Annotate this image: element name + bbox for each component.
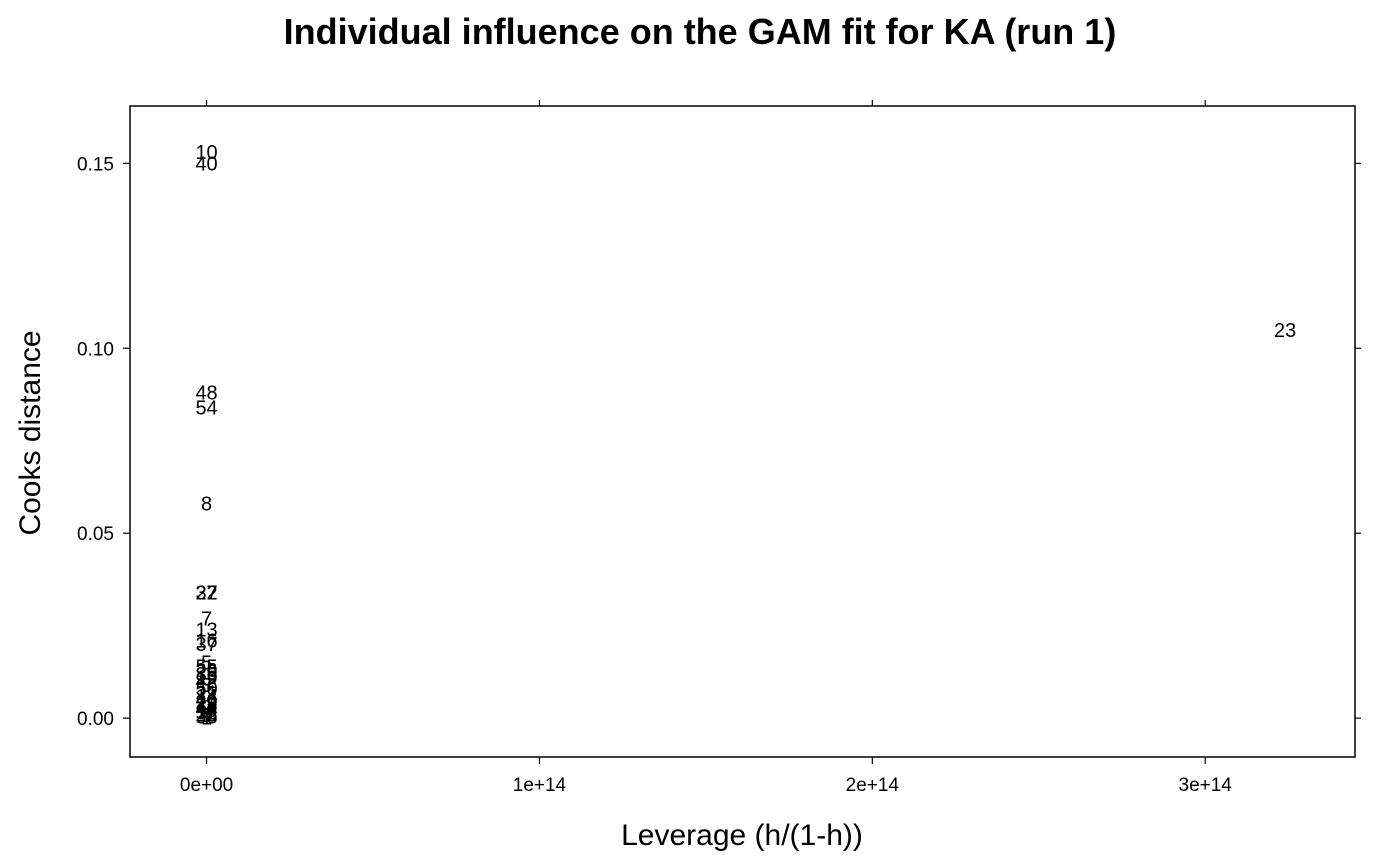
y-tick-label: 0.15 [77, 154, 114, 175]
y-tick-label: 0.00 [77, 709, 114, 730]
data-point-label: 2 [201, 697, 212, 719]
data-point-label: 27 [195, 582, 217, 604]
data-point-label: 5 [201, 653, 212, 675]
data-point-label: 13 [195, 619, 217, 641]
data-point-label: 14 [195, 686, 217, 708]
data-point-label: 11 [196, 693, 217, 715]
data-point-label: 26 [195, 660, 217, 682]
data-point-label: 8 [201, 494, 212, 516]
data-point-label: 32 [195, 582, 217, 604]
y-tick-label: 0.05 [77, 524, 114, 545]
y-axis-label: Cooks distance [14, 330, 47, 535]
data-point-label: 54 [195, 397, 217, 419]
data-point-label: 16 [195, 630, 217, 652]
data-point-label: 46 [195, 690, 217, 712]
data-point-label: 19 [195, 667, 217, 689]
data-point-label: 25 [195, 704, 217, 726]
data-point-label: 21 [195, 682, 217, 704]
data-point-label: 52 [195, 703, 217, 725]
data-point-label: 17 [195, 701, 217, 723]
chart-title: Individual influence on the GAM fit for … [284, 11, 1117, 52]
data-point-label: 10 [195, 142, 217, 164]
x-tick-label: 2e+14 [846, 775, 900, 796]
data-point-label: 7 [201, 608, 212, 630]
x-tick-label: 1e+14 [513, 775, 567, 796]
data-point-label: 55 [195, 656, 217, 678]
y-tick-label: 0.10 [77, 339, 114, 360]
data-point-label: 37 [195, 634, 217, 656]
data-point-label: 35 [195, 664, 217, 686]
y-axis-ticks: 0.00 0.05 0.10 0.15 [77, 154, 1361, 730]
plot-frame [129, 105, 1356, 758]
data-point-label: 9 [201, 706, 212, 728]
data-point-labels: 1040234854832277131637555263519423502114… [195, 142, 1296, 729]
data-point-label: 48 [195, 383, 217, 405]
x-axis-label: Leverage (h/(1-h)) [621, 819, 863, 852]
data-point-label: 3 [201, 675, 212, 697]
x-tick-label: 3e+14 [1179, 775, 1233, 796]
data-point-label: 33 [195, 707, 217, 729]
data-point-label: 29 [195, 692, 217, 714]
data-point-label: 44 [195, 699, 217, 721]
data-point-label: 50 [195, 679, 217, 701]
data-point-label: 40 [195, 153, 217, 175]
x-axis-ticks: 0e+00 1e+14 2e+14 3e+14 [180, 100, 1232, 796]
data-point-label: 23 [1274, 320, 1296, 342]
data-point-label: 38 [195, 695, 217, 717]
data-point-label: 1 [201, 707, 212, 729]
x-tick-label: 0e+00 [180, 775, 233, 796]
data-point-label: 42 [195, 671, 217, 693]
